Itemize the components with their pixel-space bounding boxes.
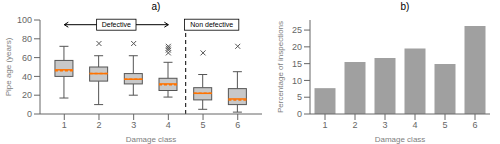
svg-text:5: 5 [297,92,302,102]
svg-text:25: 25 [292,25,302,35]
svg-text:3: 3 [131,120,136,130]
svg-text:6: 6 [235,120,240,130]
svg-text:1: 1 [322,120,327,130]
svg-text:60: 60 [22,53,32,63]
svg-text:80: 80 [22,34,32,44]
svg-text:Pipe age (years): Pipe age (years) [8,37,13,96]
svg-text:20: 20 [292,42,302,52]
svg-text:4: 4 [166,120,171,130]
html-text:a): a) [151,1,161,12]
svg-text:5: 5 [201,120,206,130]
svg-text:0: 0 [297,109,302,119]
svg-text:Damage class: Damage class [126,135,177,144]
svg-text:2: 2 [96,120,101,130]
svg-text:10: 10 [292,76,302,86]
svg-text:100: 100 [17,15,32,25]
svg-text:1: 1 [62,120,67,130]
html-text:b): b) [400,1,410,12]
svg-text:Non defective: Non defective [190,21,233,28]
svg-text:40: 40 [22,72,32,82]
svg-text:Defective: Defective [102,21,131,28]
svg-text:6: 6 [472,120,477,130]
svg-text:15: 15 [292,59,302,69]
svg-text:4: 4 [412,120,417,130]
svg-text:2: 2 [352,120,357,130]
svg-text:20: 20 [22,90,32,100]
svg-text:Damage class: Damage class [375,135,426,144]
svg-text:3: 3 [382,120,387,130]
svg-text:Percentage of inspections: Percentage of inspections [276,21,285,113]
svg-text:5: 5 [442,120,447,130]
svg-text:0: 0 [27,109,32,119]
